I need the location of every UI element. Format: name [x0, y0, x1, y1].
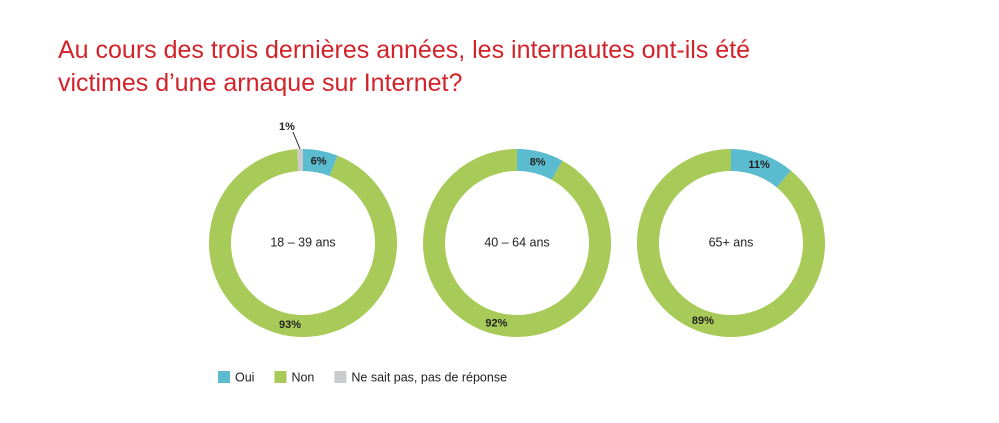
donut-segment [303, 149, 338, 177]
legend-label: Non [291, 370, 314, 384]
value-label: 11% [748, 159, 770, 171]
value-label: 92% [485, 317, 507, 329]
legend-swatch [274, 371, 287, 383]
leader-line [292, 131, 301, 150]
center-label: 40 – 64 ans [484, 235, 549, 249]
donut-segment [517, 149, 563, 180]
legend-swatch [334, 371, 347, 383]
legend-swatch [218, 371, 230, 383]
value-label: 6% [311, 155, 327, 167]
value-label: 8% [530, 157, 546, 169]
value-label: 93% [279, 319, 301, 331]
donut-segment [731, 149, 791, 188]
legend-label: Ne sait pas, pas de réponse [351, 370, 507, 384]
title-line: Au cours des trois dernières années, les… [58, 36, 750, 64]
center-label: 65+ ans [709, 235, 754, 249]
donut-segment [297, 149, 303, 172]
value-label: 89% [692, 315, 714, 327]
legend-label: Oui [235, 370, 254, 384]
center-label: 18 – 39 ans [270, 235, 335, 249]
value-label: 1% [279, 121, 295, 133]
title-line: victimes d’une arnaque sur Internet? [58, 69, 462, 97]
